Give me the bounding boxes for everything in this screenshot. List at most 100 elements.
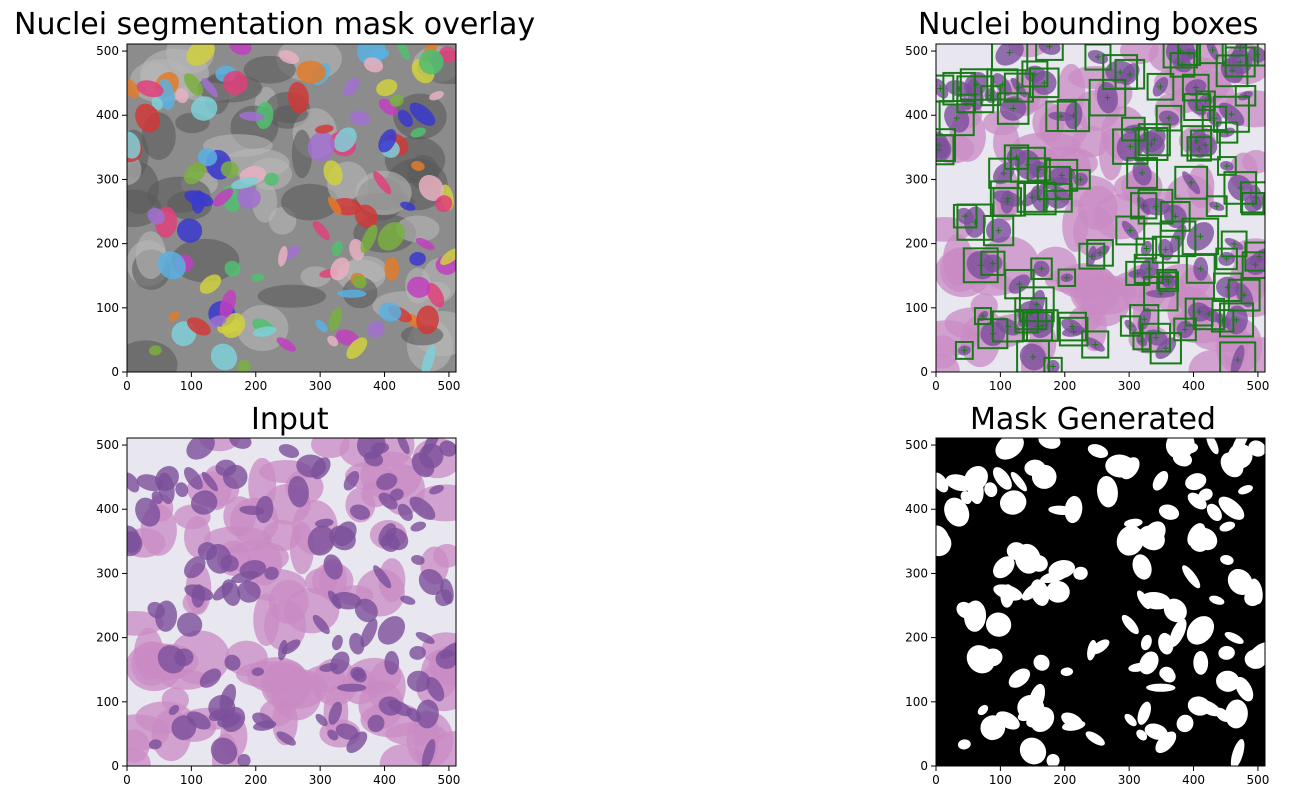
mask-blob [1144,723,1168,740]
box-center-marker [1182,326,1189,333]
bounding-box [942,71,976,106]
box-center-marker [1196,145,1203,152]
y-tick-label: 500 [905,438,928,452]
nucleus-overlay [429,91,444,101]
nucleus [136,474,164,492]
bounding-box [1135,237,1158,260]
bounding-box [980,250,1006,276]
box-center-marker [1166,115,1173,122]
bounding-box [991,310,1024,343]
bounding-box [1003,72,1034,103]
box-center-marker [1209,46,1216,53]
box-center-marker [1196,309,1203,316]
mask-blob [1146,683,1176,692]
box-center-marker [1188,179,1195,186]
nucleus [349,504,371,520]
box-center-marker [1205,311,1212,318]
bounding-box [1137,188,1174,225]
box-center-marker [1138,338,1145,345]
mask-blob [1008,668,1031,688]
nucleus [199,668,222,688]
nucleus [352,668,367,683]
mask-blob [1029,555,1048,572]
bounding-box [1234,84,1257,107]
mask-blob [1031,464,1057,489]
tissue-shade [257,284,327,308]
y-tick-label: 300 [905,566,928,580]
bounding-box [962,247,999,284]
nucleus [197,542,218,561]
box-center-marker [1030,353,1036,360]
mask-blob [1121,614,1139,635]
x-tick-label: 500 [437,773,460,787]
bounding-box [1035,44,1064,61]
nucleus [220,555,239,572]
nucleus-overlay [186,317,211,336]
tissue-cell [1071,126,1110,158]
mask-blob [1046,580,1070,603]
nucleus-overlay [201,77,218,98]
bounding-box [1162,44,1198,69]
bounding-box [1215,247,1238,271]
box-center-marker [1211,115,1218,122]
bounding-box [1058,316,1089,347]
mask-blob [1124,518,1143,528]
nucleus [147,601,165,619]
nucleus-overlay [315,319,328,333]
bounding-box [980,85,1002,107]
y-tick-label: 500 [905,44,928,58]
nucleus [186,438,215,460]
nucleus [237,753,251,766]
box-center-marker [1063,274,1070,281]
nucleus [367,714,385,733]
nucleus-overlay [231,176,259,190]
nucleus [255,495,274,524]
nucleus [312,614,330,635]
mask-image [936,438,1265,766]
nucleus-overlay [349,110,371,126]
x-tick-label: 500 [1246,379,1269,393]
nucleus-overlay [418,49,444,75]
nucleus-overlay [177,218,203,243]
nucleus-overlay [376,79,398,97]
y-tick-label: 400 [96,502,119,516]
mask-blob [1021,582,1043,601]
nucleus [409,645,426,660]
box-center-marker [977,262,984,269]
mask-blob [995,711,1020,730]
bounding-box [1143,275,1179,312]
y-tick-label: 100 [905,695,928,709]
tissue-shade [395,215,440,243]
box-center-marker [1162,246,1169,253]
bounding-box [1045,100,1077,132]
nucleus-overlay [212,188,234,207]
bounding-box [1241,191,1265,216]
mask-blob [966,645,995,674]
nucleus-overlay [407,276,431,298]
box-center-marker [1046,44,1053,50]
mask-blob [1227,568,1253,595]
mask-blob [1019,737,1047,765]
tissue-shade [281,183,339,221]
bounding-box [1181,217,1220,256]
box-center-marker [1140,202,1147,209]
bounding-box [1220,230,1248,258]
bounding-box [1026,157,1051,182]
box-center-marker [987,92,994,99]
tissue-cell [936,335,959,369]
tissue-cell [1242,149,1265,174]
bounding-box [1141,322,1172,353]
nucleus [157,645,186,674]
x-tick-label: 300 [309,379,332,393]
bounding-box [1151,235,1180,264]
nucleus [288,475,309,508]
mask-blob [1185,473,1207,491]
mask-blob [1073,566,1088,580]
nucleus [251,667,265,677]
nucleus [278,444,300,458]
mask-blob [1040,570,1068,584]
nucleus [221,706,246,733]
box-center-marker [936,142,943,149]
x-tick-label: 200 [244,379,267,393]
nucleus [330,651,350,675]
